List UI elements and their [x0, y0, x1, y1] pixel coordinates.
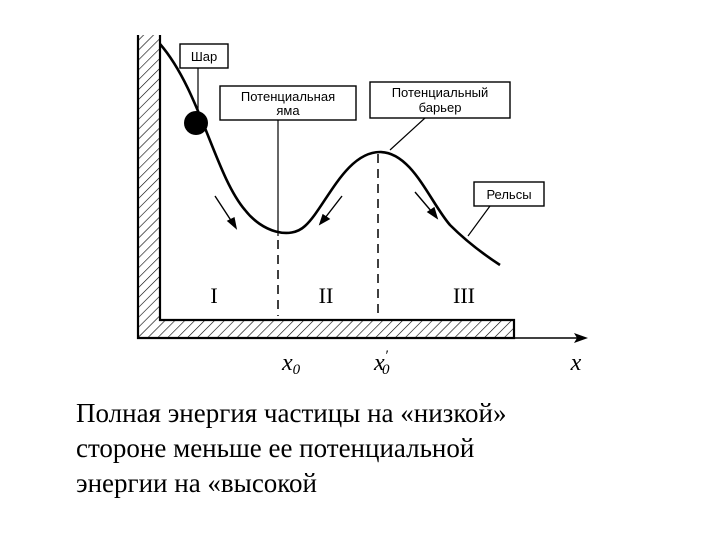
ball-label-text: Шар: [191, 49, 217, 64]
caption-line-1: Полная энергия частицы на «низкой»: [76, 398, 507, 428]
x0-label: x0: [281, 350, 301, 378]
rails-label: Рельсы: [467, 181, 545, 237]
ball-label: Шар: [179, 43, 229, 111]
barrier-label-line1: Потенциальный: [392, 85, 489, 100]
well-label: Потенциальная яма: [219, 85, 357, 236]
region-3-label: III: [453, 283, 475, 308]
region-1-label: I: [210, 283, 217, 308]
potential-curve: [159, 43, 501, 267]
ball: [184, 111, 208, 135]
region-2-label: II: [319, 283, 334, 308]
potential-diagram: Шар Потенциальная яма Потенциальный барь…: [136, 35, 588, 378]
x-axis: [514, 333, 588, 343]
wall-and-floor: [136, 35, 516, 340]
arrow-barrier-right: [414, 191, 439, 220]
caption-line-2: стороне меньше ее потенциальной: [76, 433, 475, 463]
caption-line-3: энергии на «высокой: [76, 468, 317, 498]
arrow-well-right: [318, 195, 343, 226]
barrier-label: Потенциальный барьер: [369, 81, 511, 151]
rails-label-text: Рельсы: [486, 187, 531, 202]
x-axis-label: x: [570, 350, 582, 376]
motion-arrows: [214, 191, 439, 230]
arrow-left-down: [214, 195, 238, 230]
well-label-line2: яма: [276, 103, 300, 118]
barrier-label-line2: барьер: [419, 100, 462, 115]
caption-text: Полная энергия частицы на «низкой» сторо…: [76, 396, 676, 501]
x0prime-label: x′ 0: [373, 348, 390, 378]
well-label-line1: Потенциальная: [241, 89, 335, 104]
